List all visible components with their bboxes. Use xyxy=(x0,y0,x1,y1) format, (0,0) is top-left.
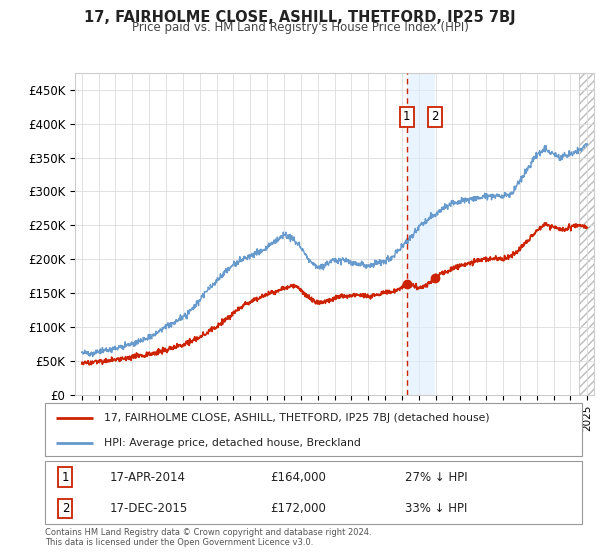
Text: 17, FAIRHOLME CLOSE, ASHILL, THETFORD, IP25 7BJ (detached house): 17, FAIRHOLME CLOSE, ASHILL, THETFORD, I… xyxy=(104,413,490,423)
Bar xyxy=(407,73,435,395)
Text: Contains HM Land Registry data © Crown copyright and database right 2024.
This d: Contains HM Land Registry data © Crown c… xyxy=(45,528,371,547)
Text: £172,000: £172,000 xyxy=(271,502,326,515)
Text: HPI: Average price, detached house, Breckland: HPI: Average price, detached house, Brec… xyxy=(104,437,361,447)
Text: 17-DEC-2015: 17-DEC-2015 xyxy=(109,502,188,515)
Text: Price paid vs. HM Land Registry's House Price Index (HPI): Price paid vs. HM Land Registry's House … xyxy=(131,21,469,34)
Bar xyxy=(579,73,594,395)
Text: 17-APR-2014: 17-APR-2014 xyxy=(109,471,185,484)
Text: 33% ↓ HPI: 33% ↓ HPI xyxy=(405,502,467,515)
Text: 1: 1 xyxy=(62,471,69,484)
Text: 1: 1 xyxy=(403,110,410,123)
Text: 17, FAIRHOLME CLOSE, ASHILL, THETFORD, IP25 7BJ: 17, FAIRHOLME CLOSE, ASHILL, THETFORD, I… xyxy=(84,10,516,25)
Text: 27% ↓ HPI: 27% ↓ HPI xyxy=(405,471,467,484)
Text: 2: 2 xyxy=(62,502,69,515)
Text: 2: 2 xyxy=(431,110,439,123)
Text: £164,000: £164,000 xyxy=(271,471,326,484)
